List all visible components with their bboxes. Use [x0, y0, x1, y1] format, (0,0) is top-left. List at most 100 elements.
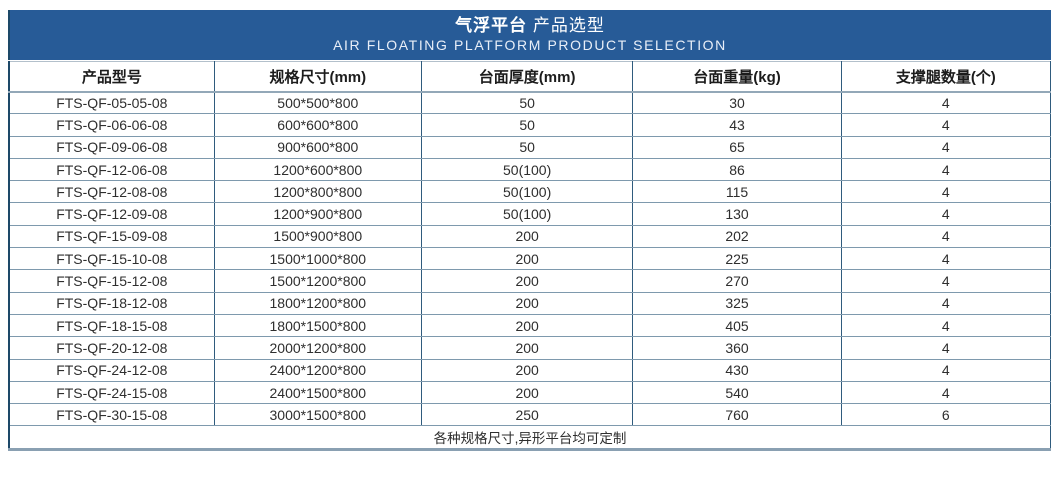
cell-thickness: 250	[420, 403, 634, 427]
product-table: 产品型号 规格尺寸(mm) 台面厚度(mm) 台面重量(kg) 支撑腿数量(个)…	[8, 61, 1052, 452]
cell-legs: 4	[840, 157, 1052, 182]
cell-legs: 4	[840, 358, 1052, 382]
cell-legs: 4	[840, 313, 1052, 338]
cell-model: FTS-QF-24-12-08	[8, 358, 215, 382]
cell-thickness: 200	[420, 269, 634, 293]
cell-weight: 540	[632, 380, 842, 405]
cell-thickness: 50(100)	[420, 202, 634, 226]
col-header-size: 规格尺寸(mm)	[213, 61, 422, 93]
table-row: FTS-QF-12-09-08 1200*900*800 50(100) 130…	[8, 202, 1052, 226]
cell-weight: 270	[632, 269, 842, 293]
cell-weight: 86	[632, 157, 842, 182]
table-row: FTS-QF-09-06-08 900*600*800 50 65 4	[8, 135, 1052, 159]
cell-size: 3000*1500*800	[213, 403, 422, 427]
cell-thickness: 200	[420, 336, 634, 360]
cell-weight: 760	[632, 403, 842, 427]
cell-size: 1500*900*800	[213, 224, 422, 249]
cell-model: FTS-QF-18-12-08	[8, 291, 215, 315]
cell-legs: 4	[840, 336, 1052, 360]
cell-weight: 115	[632, 180, 842, 204]
cell-model: FTS-QF-20-12-08	[8, 336, 215, 360]
cell-thickness: 50(100)	[420, 180, 634, 204]
cell-model: FTS-QF-12-08-08	[8, 180, 215, 204]
cell-thickness: 200	[420, 247, 634, 271]
cell-size: 1500*1000*800	[213, 247, 422, 271]
table-row: FTS-QF-15-12-08 1500*1200*800 200 270 4	[8, 269, 1052, 293]
cell-model: FTS-QF-15-09-08	[8, 224, 215, 249]
cell-weight: 430	[632, 358, 842, 382]
cell-thickness: 50	[420, 135, 634, 159]
cell-legs: 4	[840, 180, 1052, 204]
cell-legs: 4	[840, 113, 1052, 137]
table-row: FTS-QF-18-15-08 1800*1500*800 200 405 4	[8, 313, 1052, 338]
cell-size: 900*600*800	[213, 135, 422, 159]
cell-size: 1200*900*800	[213, 202, 422, 226]
col-header-thickness: 台面厚度(mm)	[420, 61, 634, 93]
col-header-model: 产品型号	[8, 61, 215, 93]
footer-row: 各种规格尺寸,异形平台均可定制	[8, 425, 1051, 451]
cell-size: 500*500*800	[213, 90, 422, 115]
cell-weight: 130	[632, 202, 842, 226]
cell-thickness: 50	[420, 113, 634, 137]
cell-size: 1800*1200*800	[213, 291, 422, 315]
footer-note: 各种规格尺寸,异形平台均可定制	[8, 425, 1051, 451]
table-row: FTS-QF-18-12-08 1800*1200*800 200 325 4	[8, 291, 1052, 315]
cell-model: FTS-QF-15-10-08	[8, 247, 215, 271]
cell-model: FTS-QF-24-15-08	[8, 380, 215, 405]
table-row: FTS-QF-20-12-08 2000*1200*800 200 360 4	[8, 336, 1052, 360]
cell-legs: 4	[840, 291, 1052, 315]
cell-legs: 4	[840, 202, 1052, 226]
cell-size: 1200*600*800	[213, 157, 422, 182]
cell-model: FTS-QF-12-06-08	[8, 157, 215, 182]
cell-legs: 4	[840, 224, 1052, 249]
cell-size: 1500*1200*800	[213, 269, 422, 293]
col-header-weight: 台面重量(kg)	[632, 61, 842, 93]
cell-legs: 4	[840, 247, 1052, 271]
cell-model: FTS-QF-18-15-08	[8, 313, 215, 338]
page-title-product: 气浮平台	[455, 16, 528, 35]
cell-size: 2400*1200*800	[213, 358, 422, 382]
cell-weight: 405	[632, 313, 842, 338]
cell-model: FTS-QF-05-05-08	[8, 90, 215, 115]
table-row: FTS-QF-05-05-08 500*500*800 50 30 4	[8, 90, 1052, 115]
cell-weight: 43	[632, 113, 842, 137]
cell-weight: 325	[632, 291, 842, 315]
cell-size: 600*600*800	[213, 113, 422, 137]
cell-model: FTS-QF-15-12-08	[8, 269, 215, 293]
cell-size: 1800*1500*800	[213, 313, 422, 338]
title-band: 气浮平台 产品选型 AIR FLOATING PLATFORM PRODUCT …	[8, 10, 1051, 60]
cell-legs: 4	[840, 135, 1052, 159]
cell-size: 2400*1500*800	[213, 380, 422, 405]
cell-model: FTS-QF-30-15-08	[8, 403, 215, 427]
cell-legs: 4	[840, 90, 1052, 115]
page-subtitle: AIR FLOATING PLATFORM PRODUCT SELECTION	[333, 37, 727, 53]
cell-weight: 360	[632, 336, 842, 360]
cell-thickness: 200	[420, 358, 634, 382]
cell-thickness: 50(100)	[420, 157, 634, 182]
cell-size: 2000*1200*800	[213, 336, 422, 360]
table-header: 产品型号 规格尺寸(mm) 台面厚度(mm) 台面重量(kg) 支撑腿数量(个)	[8, 61, 1052, 93]
cell-weight: 225	[632, 247, 842, 271]
cell-thickness: 200	[420, 224, 634, 249]
cell-weight: 65	[632, 135, 842, 159]
table-row: FTS-QF-06-06-08 600*600*800 50 43 4	[8, 113, 1052, 137]
header-row: 产品型号 规格尺寸(mm) 台面厚度(mm) 台面重量(kg) 支撑腿数量(个)	[8, 61, 1052, 93]
cell-model: FTS-QF-06-06-08	[8, 113, 215, 137]
cell-thickness: 200	[420, 380, 634, 405]
col-header-legs: 支撑腿数量(个)	[840, 61, 1052, 93]
cell-model: FTS-QF-09-06-08	[8, 135, 215, 159]
cell-thickness: 200	[420, 313, 634, 338]
table-row: FTS-QF-30-15-08 3000*1500*800 250 760 6	[8, 403, 1052, 427]
table-row: FTS-QF-15-09-08 1500*900*800 200 202 4	[8, 224, 1052, 249]
table-row: FTS-QF-24-12-08 2400*1200*800 200 430 4	[8, 358, 1052, 382]
cell-weight: 202	[632, 224, 842, 249]
cell-thickness: 200	[420, 291, 634, 315]
table-body: FTS-QF-05-05-08 500*500*800 50 30 4 FTS-…	[8, 90, 1052, 427]
cell-legs: 6	[840, 403, 1052, 427]
page-title-suffix: 产品选型	[532, 16, 605, 35]
cell-weight: 30	[632, 90, 842, 115]
cell-model: FTS-QF-12-09-08	[8, 202, 215, 226]
cell-size: 1200*800*800	[213, 180, 422, 204]
cell-thickness: 50	[420, 90, 634, 115]
table-row: FTS-QF-12-08-08 1200*800*800 50(100) 115…	[8, 180, 1052, 204]
